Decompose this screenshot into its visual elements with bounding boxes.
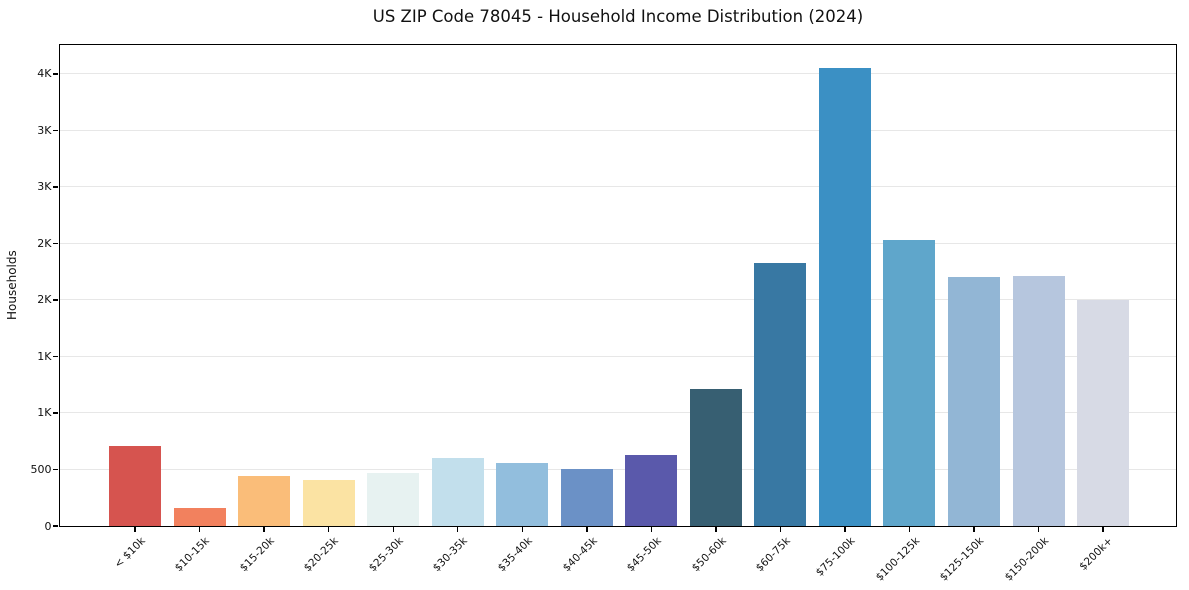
- y-tick-mark: [53, 299, 59, 301]
- y-tick-mark: [53, 355, 59, 358]
- y-tick-label: 0: [44, 519, 52, 533]
- x-tick-mark: [844, 527, 846, 533]
- x-tick-mark: [1102, 527, 1104, 533]
- plot-area: 0 500 1K 1K 2K 2K 3K 3K 4K < $10k $10-15k $15-20k $2…: [31, 44, 1177, 584]
- bar: [1077, 299, 1130, 526]
- x-tick-mark: [1037, 527, 1040, 533]
- bar: [109, 445, 162, 526]
- x-tick-mark: [327, 527, 330, 533]
- bar: [689, 389, 742, 526]
- gridline: [59, 242, 1176, 244]
- y-tick-mark: [53, 73, 59, 75]
- gridline: [59, 412, 1176, 414]
- x-tick-label: $60-75k: [753, 535, 793, 575]
- bar: [883, 240, 936, 526]
- x-tick-label: $200k+: [1077, 535, 1116, 573]
- x-tick-label: $125-150k: [937, 535, 987, 584]
- x-tick-mark: [134, 527, 136, 533]
- bar: [173, 508, 226, 526]
- gridline: [59, 129, 1176, 131]
- y-tick-label: 4K: [37, 67, 52, 81]
- bar: [1012, 276, 1065, 526]
- x-tick-mark: [521, 527, 523, 533]
- y-tick-mark: [53, 525, 59, 527]
- bar: [367, 473, 420, 526]
- x-tick-label: $25-30k: [366, 535, 406, 575]
- x-tick-mark: [457, 527, 459, 533]
- x-tick-mark: [715, 527, 717, 533]
- x-tick-label: $45-50k: [624, 535, 664, 575]
- bar: [302, 480, 355, 526]
- y-tick-mark: [53, 129, 59, 132]
- x-tick-mark: [586, 527, 588, 533]
- x-tick-mark: [908, 527, 911, 533]
- x-tick-label: $100-125k: [873, 535, 922, 584]
- x-tick-mark: [198, 527, 201, 533]
- bar: [754, 262, 807, 526]
- y-axis-label: Households: [5, 250, 19, 321]
- chart-title: US ZIP Code 78045 - Household Income Dis…: [372, 7, 864, 26]
- gridline: [59, 468, 1176, 470]
- bar: [238, 476, 291, 526]
- y-tick-mark: [53, 186, 59, 188]
- x-tick-label: $15-20k: [237, 535, 277, 575]
- bar: [818, 68, 871, 526]
- bar: [431, 457, 484, 526]
- y-tick-mark: [53, 412, 59, 414]
- x-tick-label: $30-35k: [431, 535, 471, 575]
- x-tick-label: $50-60k: [689, 535, 729, 575]
- y-tick-label: 3K: [37, 123, 52, 137]
- x-tick-mark: [392, 527, 394, 533]
- x-tick-label: $40-45k: [560, 535, 600, 575]
- x-tick-mark: [973, 527, 975, 533]
- y-tick-mark: [53, 468, 59, 471]
- y-tick-label: 2K: [37, 236, 52, 250]
- bar: [560, 468, 613, 526]
- y-tick-mark: [53, 242, 59, 245]
- x-tick-mark: [650, 527, 653, 533]
- x-tick-label: $20-25k: [302, 535, 342, 575]
- y-tick-label: 500: [30, 462, 52, 476]
- gridline: [59, 355, 1176, 357]
- y-tick-label: 3K: [37, 180, 52, 194]
- x-tick-label: < $10k: [112, 535, 148, 571]
- gridline: [59, 299, 1176, 301]
- x-tick-label: $35-40k: [495, 535, 535, 575]
- x-tick-label: $75-100k: [813, 535, 858, 579]
- x-tick-label: $10-15k: [173, 535, 213, 575]
- x-tick-mark: [779, 527, 782, 533]
- gridline: [59, 73, 1176, 75]
- bar: [496, 463, 549, 526]
- bar: [625, 454, 678, 526]
- x-tick-mark: [263, 527, 265, 533]
- y-tick-label: 1K: [37, 349, 52, 363]
- bar: [947, 277, 1000, 526]
- x-tick-label: $150-200k: [1002, 535, 1052, 584]
- y-tick-label: 2K: [37, 293, 52, 307]
- y-tick-label: 1K: [37, 406, 52, 420]
- gridline: [59, 186, 1176, 188]
